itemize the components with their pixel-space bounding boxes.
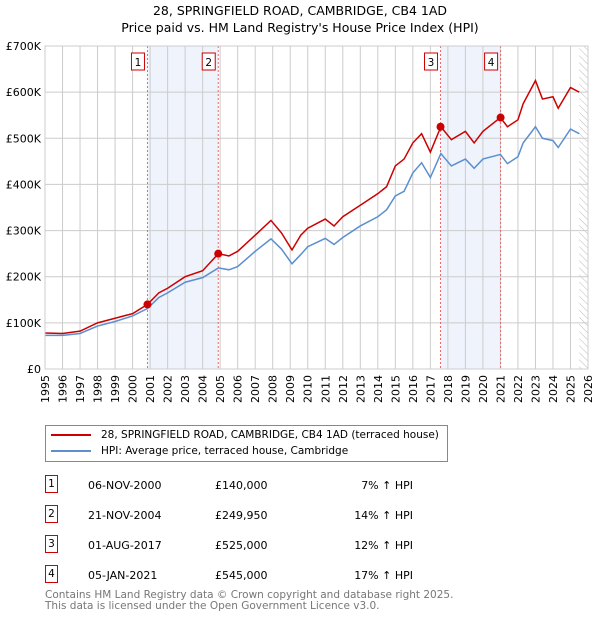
sale-marker-badge: 2 xyxy=(45,505,58,523)
sale-point xyxy=(496,113,505,122)
sale-label-box xyxy=(424,52,439,71)
legend-label: HPI: Average price, terraced house, Camb… xyxy=(101,445,349,457)
sale-price: £249,950 xyxy=(215,509,268,522)
sale-marker-badge: 4 xyxy=(45,565,58,583)
x-tick-label: 2024 xyxy=(547,375,560,403)
subtitle: Price paid vs. HM Land Registry's House … xyxy=(121,20,479,35)
sale-point xyxy=(436,122,445,131)
sale-date: 01-AUG-2017 xyxy=(88,539,162,552)
sale-label: 2 xyxy=(205,57,212,69)
plot-border xyxy=(44,45,589,370)
legend-item-property: 28, SPRINGFIELD ROAD, CAMBRIDGE, CB4 1AD… xyxy=(51,429,439,441)
hpi-line xyxy=(45,125,580,337)
sale-price: £545,000 xyxy=(215,569,268,582)
x-tick-label: 2004 xyxy=(197,375,210,403)
legend-swatch-red xyxy=(51,434,91,436)
x-tick-label: 2023 xyxy=(529,375,542,403)
hpi-change: 14% ↑ HPI xyxy=(354,509,413,522)
legend-item-hpi: HPI: Average price, terraced house, Camb… xyxy=(51,445,348,457)
x-tick-label: 2012 xyxy=(337,375,350,403)
x-tick-label: 2013 xyxy=(354,375,367,403)
price-chart: 1995 1996 1997 1998 1999 2000 2001 2002 2003 2004… xyxy=(6,40,595,403)
x-tick-label: 2001 xyxy=(144,375,157,403)
sale-price: £525,000 xyxy=(215,539,268,552)
chart-title: 28, SPRINGFIELD ROAD, CAMBRIDGE, CB4 1AD… xyxy=(0,2,600,36)
x-tick-label: 2009 xyxy=(284,375,297,403)
x-tick-label: 2018 xyxy=(442,375,455,403)
sale-label-box xyxy=(130,52,145,71)
x-tick-label: 1999 xyxy=(109,375,122,403)
y-tick-label: £0 xyxy=(27,363,41,376)
x-tick-label: 2022 xyxy=(512,375,525,403)
x-tick-label: 2010 xyxy=(302,375,315,403)
title: 28, SPRINGFIELD ROAD, CAMBRIDGE, CB4 1AD xyxy=(152,3,448,18)
x-tick-label: 2003 xyxy=(179,375,192,403)
hpi-change: 7% ↑ HPI xyxy=(361,479,413,492)
shaded-period xyxy=(147,46,219,369)
sale-point xyxy=(143,300,152,309)
legend: 28, SPRINGFIELD ROAD, CAMBRIDGE, CB4 1AD… xyxy=(45,425,448,462)
footer-line: This data is licensed under the Open Gov… xyxy=(45,600,380,612)
x-tick-label: 2015 xyxy=(389,375,402,403)
footer-line: Contains HM Land Registry data © Crown c… xyxy=(45,589,454,601)
legend-label: 28, SPRINGFIELD ROAD, CAMBRIDGE, CB4 1AD… xyxy=(101,429,439,441)
y-tick-label: £600K xyxy=(6,86,42,99)
x-tick-label: 1997 xyxy=(74,375,87,403)
transaction-row: 2 21-NOV-2004 £249,950 14% ↑ HPI xyxy=(45,505,465,525)
transaction-row: 4 05-JAN-2021 £545,000 17% ↑ HPI xyxy=(45,565,465,585)
x-tick-label: 2026 xyxy=(582,375,595,403)
property-price-line xyxy=(44,78,580,335)
shaded-period xyxy=(440,46,501,369)
x-tick-label: 2025 xyxy=(564,375,577,403)
y-tick-label: £300K xyxy=(6,225,42,238)
sale-label-box xyxy=(484,52,499,71)
sale-label: 1 xyxy=(135,57,142,69)
x-tick-label: 2020 xyxy=(477,375,490,403)
y-tick-label: £100K xyxy=(6,317,42,330)
x-tick-label: 1995 xyxy=(39,375,52,403)
hpi-change: 12% ↑ HPI xyxy=(354,539,413,552)
x-tick-label: 2008 xyxy=(267,375,280,403)
y-tick-label: £400K xyxy=(6,178,42,191)
legend-swatch-blue xyxy=(51,450,91,452)
sale-label-box xyxy=(201,52,216,71)
y-tick-label: £500K xyxy=(6,132,42,145)
y-tick-label: £200K xyxy=(6,271,42,284)
x-tick-label: 2000 xyxy=(127,375,140,403)
x-tick-label: 2011 xyxy=(319,375,332,403)
sale-point xyxy=(214,249,223,258)
sale-price: £140,000 xyxy=(215,479,268,492)
x-tick-label: 2005 xyxy=(214,375,227,403)
footer: Contains HM Land Registry data © Crown c… xyxy=(45,590,453,612)
x-tick-label: 2006 xyxy=(232,375,245,403)
transaction-row: 1 06-NOV-2000 £140,000 7% ↑ HPI xyxy=(45,475,465,495)
x-tick-label: 2016 xyxy=(407,375,420,403)
y-tick-label: £700K xyxy=(6,40,42,53)
x-tick-label: 1998 xyxy=(92,375,105,403)
sale-date: 05-JAN-2021 xyxy=(88,569,158,582)
hpi-change: 17% ↑ HPI xyxy=(354,569,413,582)
x-tick-label: 2014 xyxy=(372,375,385,403)
x-tick-label: 2007 xyxy=(249,375,262,403)
transaction-row: 3 01-AUG-2017 £525,000 12% ↑ HPI xyxy=(45,535,465,555)
sale-marker-badge: 1 xyxy=(45,475,58,493)
x-tick-label: 2017 xyxy=(424,375,437,403)
forecast-hatch xyxy=(579,46,588,369)
sale-marker-badge: 3 xyxy=(45,535,58,553)
sale-date: 06-NOV-2000 xyxy=(88,479,162,492)
sale-date: 21-NOV-2004 xyxy=(88,509,162,522)
x-tick-label: 1996 xyxy=(57,375,70,403)
x-tick-label: 2021 xyxy=(494,375,507,403)
sale-label: 3 xyxy=(428,57,435,69)
sale-label: 4 xyxy=(488,57,495,69)
x-tick-label: 2002 xyxy=(162,375,175,403)
x-tick-label: 2019 xyxy=(459,375,472,403)
